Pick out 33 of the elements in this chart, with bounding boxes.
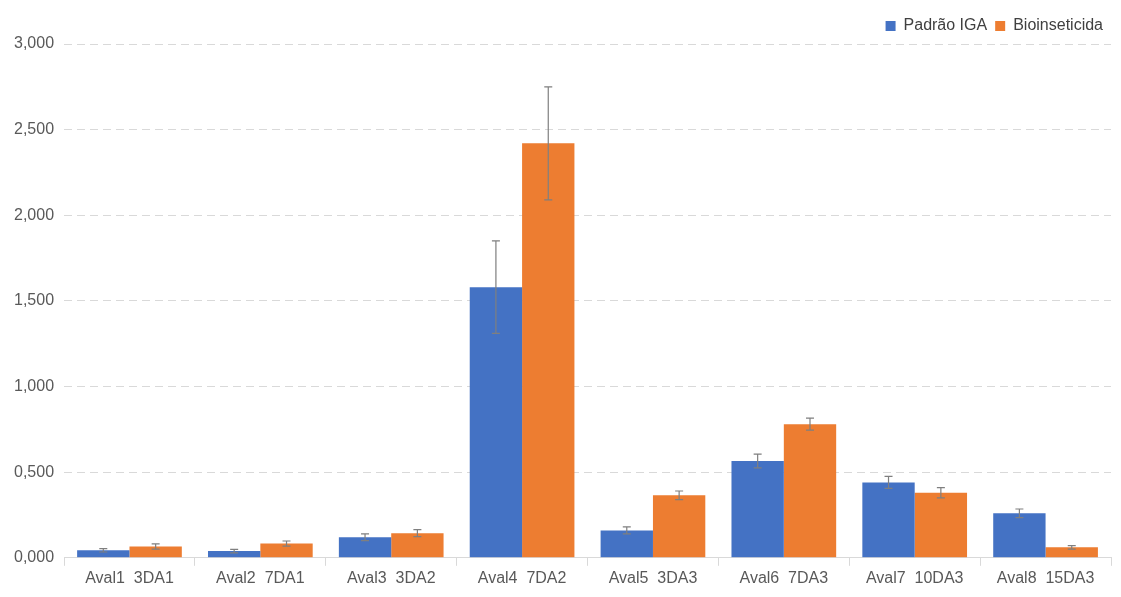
legend-label: Bioinseticida: [1013, 16, 1104, 34]
x-tick-label: Aval5 3DA3: [608, 568, 698, 586]
y-tick-label: 1,500: [13, 291, 55, 309]
bar: [522, 143, 575, 558]
y-tick-label: 1,000: [13, 376, 55, 394]
y-tick-label: 2,000: [13, 205, 55, 223]
x-tick-label: Aval8 15DA3: [996, 568, 1095, 586]
y-tick-label: 2,500: [13, 120, 55, 138]
x-tick-label: Aval4 7DA2: [477, 568, 567, 586]
bar: [993, 513, 1046, 558]
legend-label: Padrão IGA: [903, 16, 988, 34]
y-tick-label: 0,500: [13, 462, 55, 480]
y-tick-label: 3,000: [13, 34, 55, 52]
bar: [783, 424, 837, 558]
y-tick-label: 0,000: [13, 548, 55, 566]
bar: [1045, 547, 1098, 558]
bar: [731, 461, 784, 558]
bar: [914, 492, 968, 558]
bar: [391, 533, 444, 558]
bar: [208, 551, 261, 558]
x-tick-label: Aval7 10DA3: [865, 568, 964, 586]
bar: [469, 287, 523, 558]
bar: [652, 495, 706, 558]
x-tick-label: Aval6 7DA3: [739, 568, 829, 586]
bar: [862, 482, 915, 558]
x-tick-label: Aval2 7DA1: [216, 568, 305, 586]
bar: [260, 543, 313, 558]
bar: [338, 537, 392, 558]
bar: [600, 530, 653, 558]
x-tick-label: Aval1 3DA1: [85, 568, 174, 586]
x-tick-label: Aval3 3DA2: [346, 568, 436, 586]
bar: [129, 546, 182, 558]
bar: [77, 550, 130, 558]
